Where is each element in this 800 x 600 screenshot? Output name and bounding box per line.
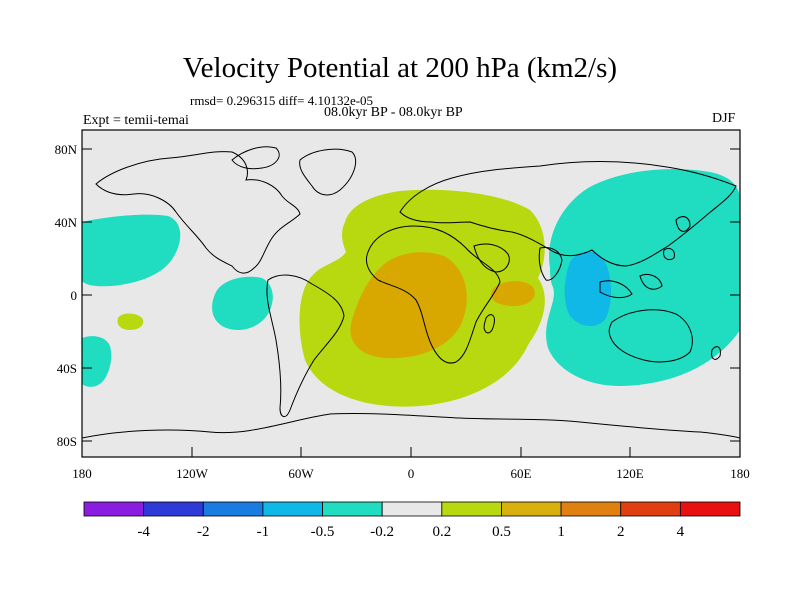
colorbar-label: 1 xyxy=(557,524,565,540)
colorbar-swatch xyxy=(202,501,264,517)
colorbar-swatch xyxy=(322,501,383,517)
lon-tick-label: 120W xyxy=(176,466,209,481)
lat-tick-label: 80N xyxy=(55,142,78,157)
coastlines xyxy=(82,146,740,439)
season-label: DJF xyxy=(712,111,736,126)
colorbar-label: -0.5 xyxy=(311,524,335,540)
colorbar-label: -2 xyxy=(197,524,210,540)
lon-tick-label: 180 xyxy=(730,466,750,481)
negative-anomaly-region xyxy=(546,168,740,386)
stats-line: rmsd= 0.296315 diff= 4.10132e-05 xyxy=(190,93,374,108)
colorbar-swatch xyxy=(143,501,204,517)
positive-core-small xyxy=(491,281,535,306)
negative-patch-tropical-east-pacific xyxy=(212,276,273,330)
colorbar-swatch xyxy=(441,501,502,517)
colorbar-swatch xyxy=(620,501,681,517)
colorbar-swatch xyxy=(381,501,443,517)
colorbar-label: 0.5 xyxy=(492,524,511,540)
colorbar-swatch xyxy=(83,501,145,517)
velocity-potential-field xyxy=(82,146,740,439)
negative-patch-south-pacific xyxy=(82,336,112,387)
colorbar-label: 4 xyxy=(677,524,685,540)
negative-patch-pacific-north xyxy=(82,214,181,287)
experiment-label: Expt = temii-temai xyxy=(83,113,189,128)
lat-tick-label: 80S xyxy=(57,434,77,449)
positive-patch-small xyxy=(117,313,144,330)
lon-tick-label: 120E xyxy=(616,466,644,481)
negative-core-region xyxy=(564,251,612,327)
colorbar-label: -4 xyxy=(137,524,150,540)
lon-tick-label: 0 xyxy=(408,466,415,481)
colorbar-label: -0.2 xyxy=(370,524,394,540)
lon-tick-marks xyxy=(81,447,741,457)
colorbar-label: 0.2 xyxy=(432,524,451,540)
lon-tick-label: 180 xyxy=(72,466,92,481)
period-line: 08.0kyr BP - 08.0kyr BP xyxy=(324,105,463,120)
colorbar-swatch xyxy=(679,501,741,517)
colorbar-label: -1 xyxy=(257,524,270,540)
lat-tick-label: 40S xyxy=(57,361,77,376)
colorbar-swatch xyxy=(501,501,562,517)
colorbar-label: 2 xyxy=(617,524,625,540)
colorbar-swatch xyxy=(262,501,323,517)
plot-title: Velocity Potential at 200 hPa (km2/s) xyxy=(182,52,618,84)
lat-tick-label: 40N xyxy=(55,215,78,230)
lon-tick-label: 60E xyxy=(511,466,532,481)
lat-tick-marks xyxy=(82,148,740,442)
positive-core-region xyxy=(350,252,467,359)
lat-tick-label: 0 xyxy=(71,288,78,303)
colorbar-swatch xyxy=(560,501,622,517)
lon-tick-label: 60W xyxy=(288,466,314,481)
colorbar: -4 -2 -1 -0.5 -0.2 0.2 0.5 1 2 4 xyxy=(83,501,741,540)
